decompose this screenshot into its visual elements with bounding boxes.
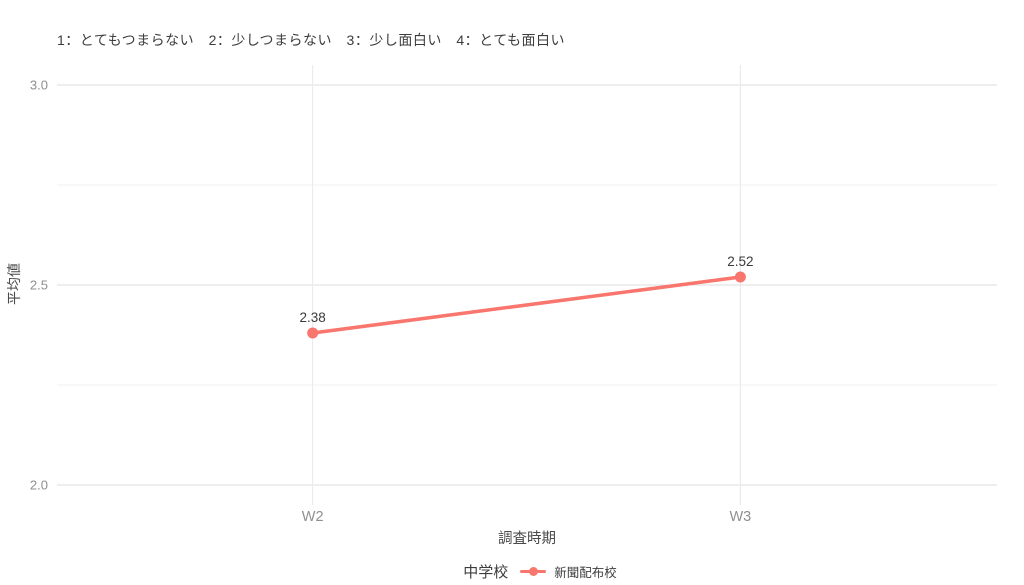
legend-series-label: 新聞配布校 [554,565,617,580]
y-tick-label: 2.0 [30,478,48,493]
y-axis-title: 平均値 [6,263,22,305]
series-marker-icon [520,564,547,578]
series-line [310,275,743,335]
legend: 中学校 新聞配布校 [56,559,1024,583]
x-tick-label: W3 [730,509,752,525]
data-point[interactable] [734,271,746,283]
x-axis-title: 調査時期 [498,531,556,547]
legend-item[interactable]: 新聞配布校 [520,562,617,581]
legend-title: 中学校 [463,563,509,581]
point-label: 2.52 [727,254,753,269]
y-tick-label: 3.0 [30,78,48,93]
series-dot-swatch [528,566,538,576]
x-tick-label: W2 [302,509,324,525]
point-label: 2.38 [300,310,326,325]
scale-note: 1：とてもつまらない 2：少しつまらない 3：少し面白い 4：とても面白い [57,32,566,48]
data-point[interactable] [307,327,319,339]
y-tick-label: 2.5 [30,278,48,293]
